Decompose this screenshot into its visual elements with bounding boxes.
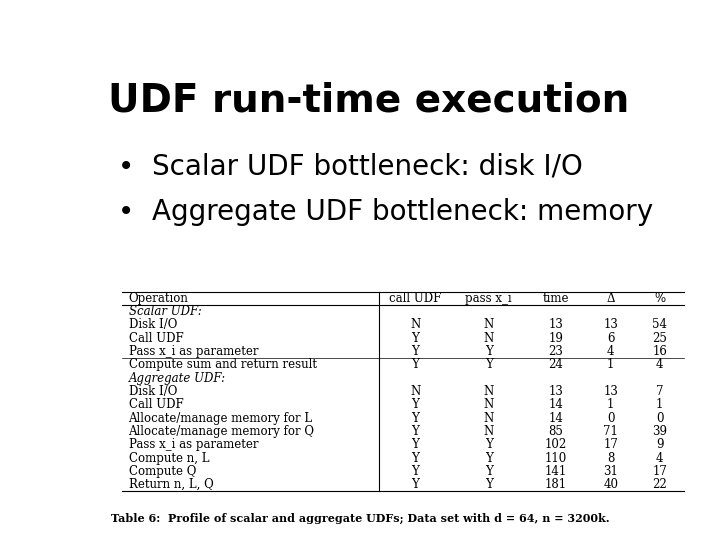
Text: N: N: [484, 411, 494, 424]
Text: Call UDF: Call UDF: [128, 332, 184, 345]
Text: Scalar UDF:: Scalar UDF:: [128, 305, 202, 318]
Text: 4: 4: [656, 451, 663, 464]
Text: 14: 14: [549, 411, 563, 424]
Text: 13: 13: [549, 385, 563, 398]
Text: Disk I/O: Disk I/O: [128, 319, 177, 332]
Text: Aggregate UDF:: Aggregate UDF:: [128, 372, 225, 384]
Text: 40: 40: [603, 478, 618, 491]
Text: 25: 25: [652, 332, 667, 345]
Text: %: %: [654, 292, 665, 305]
Text: Return n, L, Q: Return n, L, Q: [128, 478, 213, 491]
Text: 17: 17: [603, 438, 618, 451]
Text: 0: 0: [656, 411, 663, 424]
Text: Y: Y: [411, 465, 419, 478]
Text: Compute Q: Compute Q: [128, 465, 196, 478]
Text: Y: Y: [485, 438, 492, 451]
Text: Pass x_i as parameter: Pass x_i as parameter: [128, 345, 258, 358]
Text: 13: 13: [603, 319, 618, 332]
Text: 8: 8: [607, 451, 614, 464]
Text: Y: Y: [485, 345, 492, 358]
Text: UDF run-time execution: UDF run-time execution: [109, 82, 629, 119]
Text: pass x_i: pass x_i: [465, 292, 512, 305]
Text: 0: 0: [607, 411, 614, 424]
Text: N: N: [484, 385, 494, 398]
Text: 102: 102: [545, 438, 567, 451]
Text: N: N: [410, 385, 420, 398]
Text: •  Aggregate UDF bottleneck: memory: • Aggregate UDF bottleneck: memory: [118, 198, 653, 226]
Text: 4: 4: [607, 345, 614, 358]
Text: call UDF: call UDF: [390, 292, 441, 305]
Text: Y: Y: [411, 451, 419, 464]
Text: Call UDF: Call UDF: [128, 399, 184, 411]
Text: 16: 16: [652, 345, 667, 358]
Text: N: N: [484, 332, 494, 345]
Text: N: N: [410, 319, 420, 332]
Text: 14: 14: [549, 399, 563, 411]
Text: Allocate/manage memory for Q: Allocate/manage memory for Q: [128, 425, 315, 438]
Text: N: N: [484, 319, 494, 332]
Text: 1: 1: [607, 399, 614, 411]
Text: 141: 141: [545, 465, 567, 478]
Text: 22: 22: [652, 478, 667, 491]
Text: 9: 9: [656, 438, 663, 451]
Text: Δ: Δ: [606, 292, 615, 305]
Text: 13: 13: [603, 385, 618, 398]
Text: 4: 4: [656, 359, 663, 372]
Text: Y: Y: [411, 345, 419, 358]
Text: 1: 1: [607, 359, 614, 372]
Text: •  Scalar UDF bottleneck: disk I/O: • Scalar UDF bottleneck: disk I/O: [118, 152, 582, 180]
Text: Table 6:  Profile of scalar and aggregate UDFs; Data set with d = 64, n = 3200k.: Table 6: Profile of scalar and aggregate…: [111, 513, 609, 524]
Text: Disk I/O: Disk I/O: [128, 385, 177, 398]
Text: 23: 23: [549, 345, 563, 358]
Text: Compute sum and return result: Compute sum and return result: [128, 359, 317, 372]
Text: 54: 54: [652, 319, 667, 332]
Text: 6: 6: [607, 332, 614, 345]
Text: 24: 24: [549, 359, 563, 372]
Text: Y: Y: [411, 399, 419, 411]
Text: 7: 7: [656, 385, 663, 398]
Text: Y: Y: [411, 438, 419, 451]
Text: Compute n, L: Compute n, L: [128, 451, 209, 464]
Text: time: time: [543, 292, 569, 305]
Text: 31: 31: [603, 465, 618, 478]
Text: 110: 110: [545, 451, 567, 464]
Text: N: N: [484, 399, 494, 411]
Text: 181: 181: [545, 478, 567, 491]
Text: Y: Y: [411, 425, 419, 438]
Text: 1: 1: [656, 399, 663, 411]
Text: Operation: Operation: [128, 292, 189, 305]
Text: 13: 13: [549, 319, 563, 332]
Text: Allocate/manage memory for L: Allocate/manage memory for L: [128, 411, 312, 424]
Text: 39: 39: [652, 425, 667, 438]
Text: Pass x_i as parameter: Pass x_i as parameter: [128, 438, 258, 451]
Text: 71: 71: [603, 425, 618, 438]
Text: Y: Y: [485, 451, 492, 464]
Text: Y: Y: [411, 359, 419, 372]
Text: Y: Y: [411, 478, 419, 491]
Text: Y: Y: [411, 411, 419, 424]
Text: N: N: [484, 425, 494, 438]
Text: Y: Y: [411, 332, 419, 345]
Text: 85: 85: [549, 425, 563, 438]
Text: 17: 17: [652, 465, 667, 478]
Text: 19: 19: [549, 332, 563, 345]
Text: Y: Y: [485, 478, 492, 491]
Text: Y: Y: [485, 465, 492, 478]
Text: Y: Y: [485, 359, 492, 372]
